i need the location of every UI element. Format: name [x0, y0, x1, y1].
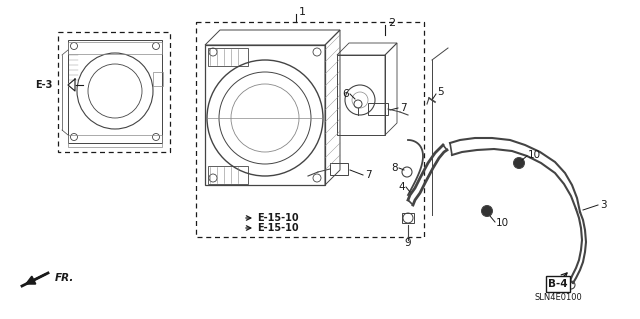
Text: 7: 7	[365, 170, 372, 180]
Text: 10: 10	[528, 150, 541, 160]
Polygon shape	[68, 79, 75, 91]
Text: 9: 9	[404, 238, 412, 248]
Bar	[58, 32, 170, 152]
Bar	[402, 213, 414, 223]
Bar	[368, 103, 388, 115]
Text: 1: 1	[299, 7, 306, 17]
Text: 4: 4	[398, 182, 405, 192]
Text: 8: 8	[392, 163, 398, 173]
Text: E-3: E-3	[35, 80, 52, 90]
Text: 2: 2	[388, 18, 395, 28]
Bar	[208, 48, 248, 66]
Circle shape	[513, 158, 525, 168]
Bar	[337, 55, 385, 135]
Bar	[330, 163, 348, 175]
Bar	[153, 72, 163, 86]
Text: 10: 10	[496, 218, 509, 228]
Text: E-15-10: E-15-10	[257, 213, 299, 223]
Bar	[68, 135, 162, 147]
Text: 7: 7	[400, 103, 406, 113]
Text: 6: 6	[342, 89, 349, 99]
Text: 5: 5	[437, 87, 444, 97]
Text: B-4: B-4	[548, 279, 568, 289]
Text: SLN4E0100: SLN4E0100	[534, 293, 582, 301]
Bar	[208, 166, 248, 184]
Text: E-15-10: E-15-10	[257, 223, 299, 233]
Bar	[68, 42, 162, 54]
Circle shape	[481, 205, 493, 217]
Bar	[196, 22, 424, 237]
Text: FR.: FR.	[55, 273, 74, 283]
Bar	[68, 40, 162, 143]
Text: 3: 3	[600, 200, 607, 210]
